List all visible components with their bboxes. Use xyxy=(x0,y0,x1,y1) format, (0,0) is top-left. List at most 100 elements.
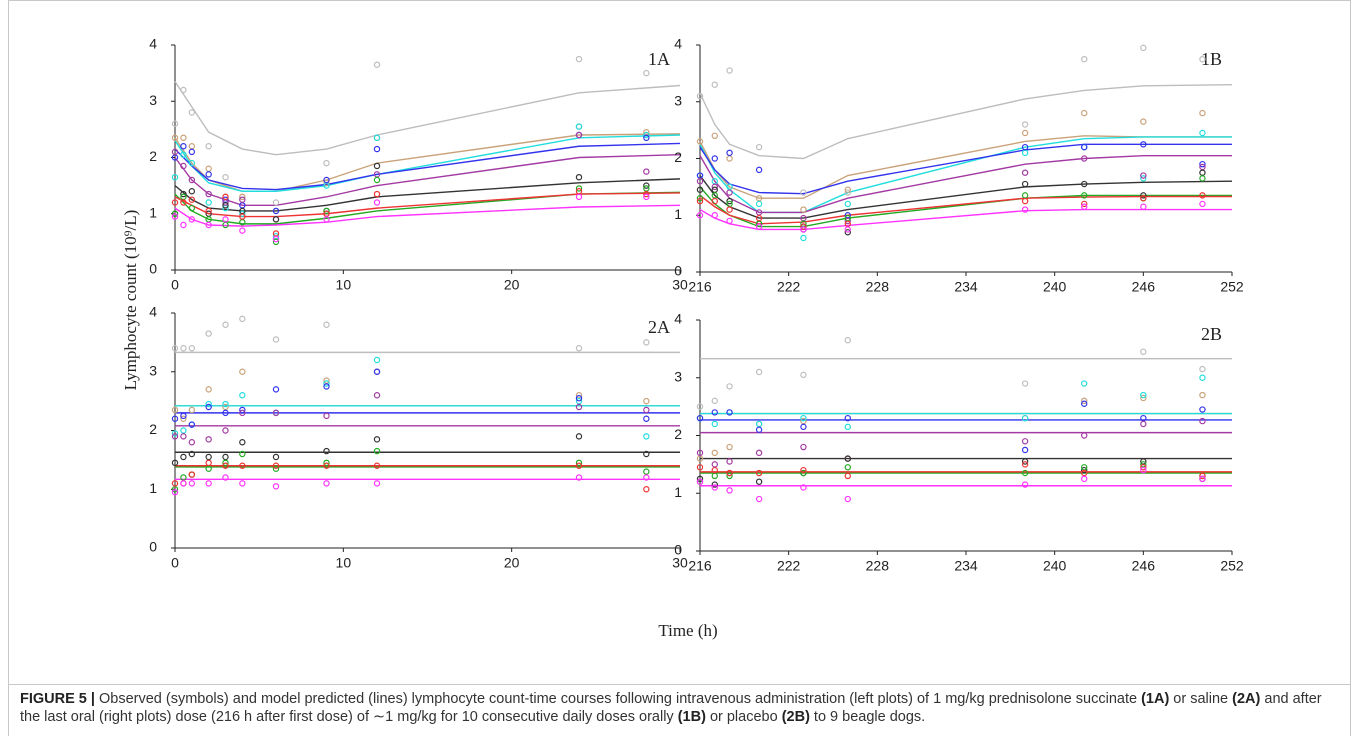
observed-point xyxy=(239,406,246,414)
observed-point xyxy=(575,392,583,399)
observed-point xyxy=(188,471,196,478)
observed-point xyxy=(1199,169,1206,176)
observed-point xyxy=(643,474,650,481)
model-line xyxy=(699,186,1232,228)
y-tick-label: 2 xyxy=(674,149,682,165)
y-tick-label: 1 xyxy=(149,480,157,496)
y-tick-label: 4 xyxy=(674,311,682,327)
observed-point xyxy=(643,134,650,142)
x-tick-label: 10 xyxy=(336,277,352,293)
observed-point xyxy=(1021,143,1029,151)
observed-point xyxy=(239,450,246,458)
x-tick-label: 234 xyxy=(954,558,978,574)
observed-point xyxy=(188,204,196,212)
observed-point xyxy=(696,475,704,483)
observed-point xyxy=(188,480,196,487)
observed-point xyxy=(1140,175,1147,182)
observed-point xyxy=(171,210,179,217)
observed-point xyxy=(726,409,733,416)
observed-point xyxy=(1081,380,1088,387)
observed-point xyxy=(696,212,704,219)
observed-point xyxy=(1199,160,1206,168)
observed-point xyxy=(726,472,733,480)
panel-label: 1A xyxy=(648,49,670,69)
observed-point xyxy=(205,330,212,337)
observed-point xyxy=(696,92,704,100)
observed-point xyxy=(696,449,704,457)
observed-point xyxy=(726,197,733,205)
observed-point xyxy=(272,235,280,243)
observed-point xyxy=(643,69,650,77)
x-tick-label: 216 xyxy=(688,279,712,295)
observed-point xyxy=(800,189,807,196)
observed-point xyxy=(726,487,733,494)
observed-point xyxy=(1021,438,1029,445)
observed-point xyxy=(1199,417,1206,425)
observed-point xyxy=(575,459,583,467)
observed-point xyxy=(222,403,229,411)
observed-point xyxy=(755,200,763,208)
model-line xyxy=(174,134,681,192)
x-tick-label: 252 xyxy=(1220,558,1244,574)
observed-point xyxy=(1140,44,1147,52)
observed-point xyxy=(755,478,763,485)
figure-frame xyxy=(8,0,1351,736)
observed-point xyxy=(188,159,196,167)
x-tick-label: 0 xyxy=(171,555,179,571)
observed-point xyxy=(222,321,229,328)
panel-label: 1B xyxy=(1201,49,1222,69)
observed-point xyxy=(1199,55,1206,63)
observed-point xyxy=(188,188,196,195)
observed-point xyxy=(373,392,381,399)
observed-point xyxy=(323,179,330,187)
x-tick-label: 228 xyxy=(866,558,890,574)
observed-point xyxy=(575,55,583,63)
observed-point xyxy=(180,480,187,487)
observed-point xyxy=(711,212,718,219)
observed-point xyxy=(711,409,718,416)
observed-point xyxy=(575,173,583,181)
observed-point xyxy=(373,134,381,142)
observed-point xyxy=(844,455,851,462)
y-tick-label: 3 xyxy=(149,362,157,378)
observed-point xyxy=(800,466,807,474)
observed-point xyxy=(188,109,196,116)
observed-point xyxy=(272,409,280,417)
observed-point xyxy=(323,380,330,387)
observed-point xyxy=(323,462,330,469)
observed-point xyxy=(1140,420,1147,428)
observed-point xyxy=(711,397,718,405)
observed-point xyxy=(575,403,583,411)
observed-point xyxy=(239,480,246,487)
observed-point xyxy=(1081,203,1088,210)
observed-point xyxy=(222,400,229,408)
observed-point xyxy=(171,134,179,142)
y-tick-label: 2 xyxy=(674,426,682,442)
panel-label: 2B xyxy=(1201,324,1222,344)
observed-point xyxy=(188,421,196,428)
observed-point xyxy=(205,453,212,461)
observed-point xyxy=(239,227,246,234)
observed-point xyxy=(171,415,179,422)
observed-point xyxy=(171,406,179,414)
observed-point xyxy=(272,207,280,215)
observed-point xyxy=(1021,169,1029,176)
observed-point xyxy=(180,143,187,150)
observed-point xyxy=(575,462,583,469)
observed-point xyxy=(643,131,650,139)
observed-point xyxy=(1081,143,1088,151)
observed-point xyxy=(323,176,330,184)
observed-point xyxy=(171,199,179,206)
observed-point xyxy=(180,151,187,158)
observed-point xyxy=(272,453,280,461)
model-line xyxy=(699,194,1232,225)
observed-point xyxy=(205,480,212,487)
observed-point xyxy=(171,120,179,127)
model-line xyxy=(699,154,1232,214)
observed-point xyxy=(696,186,704,193)
observed-point xyxy=(726,383,733,390)
observed-point xyxy=(1199,200,1206,208)
observed-point xyxy=(373,190,381,198)
observed-point xyxy=(643,397,650,405)
model-line xyxy=(174,133,681,192)
